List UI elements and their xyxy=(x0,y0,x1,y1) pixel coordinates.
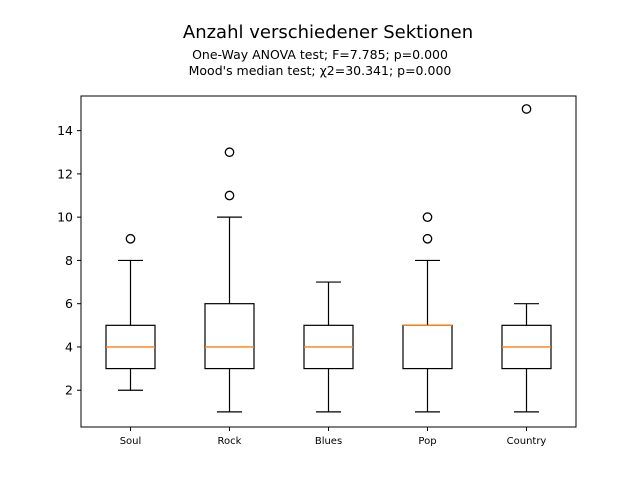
x-tick-label: Rock xyxy=(218,436,242,447)
y-tick-label: 10 xyxy=(57,210,73,225)
outlier-point xyxy=(125,233,136,244)
y-tick-label: 8 xyxy=(65,253,73,268)
x-tick-label: Country xyxy=(507,436,547,447)
outlier-point xyxy=(224,147,235,158)
chart-title: Anzahl verschiedener Sektionen xyxy=(183,22,473,43)
outlier-point xyxy=(422,233,433,244)
y-tick-label: 2 xyxy=(65,383,73,398)
y-tick-label: 14 xyxy=(57,123,73,138)
y-tick-label: 12 xyxy=(57,166,73,181)
chart-subtitle-anova: One-Way ANOVA test; F=7.785; p=0.000 xyxy=(192,47,448,62)
plot-area: 2 4 6 8 10 12 14 Soul Rock Blues Pop Country xyxy=(57,95,577,447)
y-tick-label: 6 xyxy=(65,296,73,311)
box-iqr xyxy=(204,303,255,370)
x-tick-label: Soul xyxy=(120,436,142,447)
outlier-point xyxy=(521,104,532,114)
chart-subtitle-mood: Mood's median test; χ2=30.341; p=0.000 xyxy=(189,63,452,78)
x-tick-label: Blues xyxy=(315,436,342,447)
outlier-point xyxy=(422,212,433,223)
outlier-point xyxy=(224,190,235,201)
x-tick-label: Pop xyxy=(418,436,436,447)
y-tick-label: 4 xyxy=(65,339,73,354)
box-iqr xyxy=(402,324,453,370)
